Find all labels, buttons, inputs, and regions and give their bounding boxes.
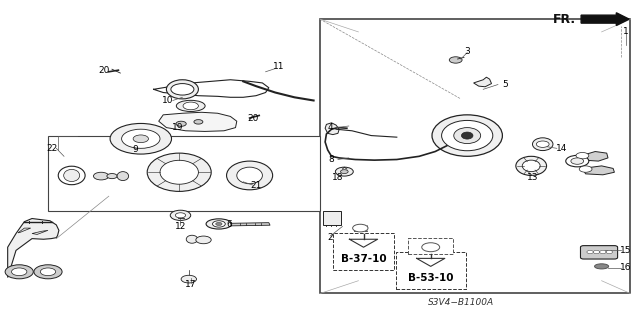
Text: 6: 6 (227, 220, 232, 229)
Circle shape (536, 141, 549, 147)
Circle shape (593, 250, 600, 254)
Polygon shape (159, 112, 237, 131)
Text: B-53-10: B-53-10 (408, 273, 454, 283)
Text: 20: 20 (248, 114, 259, 122)
Polygon shape (474, 77, 492, 87)
Polygon shape (325, 123, 339, 135)
Ellipse shape (595, 264, 609, 269)
Text: 16: 16 (620, 263, 632, 272)
Circle shape (576, 152, 589, 159)
Text: 17: 17 (185, 280, 196, 289)
Circle shape (34, 265, 62, 279)
Text: 10: 10 (162, 96, 173, 105)
Text: 18: 18 (332, 173, 344, 182)
Circle shape (353, 224, 368, 232)
Circle shape (579, 166, 592, 172)
Ellipse shape (454, 128, 481, 144)
Circle shape (181, 275, 196, 283)
Text: 5: 5 (503, 80, 508, 89)
Polygon shape (8, 219, 59, 278)
Text: 19: 19 (172, 123, 184, 132)
Circle shape (170, 210, 191, 220)
Text: 2: 2 (328, 233, 333, 242)
Circle shape (5, 265, 33, 279)
Circle shape (183, 102, 198, 110)
Text: 22: 22 (47, 144, 58, 153)
Circle shape (133, 135, 148, 143)
Ellipse shape (532, 138, 553, 151)
Polygon shape (32, 230, 48, 234)
Polygon shape (230, 223, 270, 226)
Ellipse shape (160, 160, 198, 184)
Ellipse shape (147, 153, 211, 191)
Text: S3V4−B1100A: S3V4−B1100A (428, 298, 494, 307)
Text: 3: 3 (465, 47, 470, 56)
Circle shape (340, 170, 348, 174)
Circle shape (335, 167, 353, 176)
Circle shape (194, 120, 203, 124)
Circle shape (449, 57, 462, 63)
Circle shape (171, 84, 194, 95)
Circle shape (12, 268, 27, 276)
Polygon shape (579, 152, 608, 161)
Text: 13: 13 (527, 173, 538, 182)
Ellipse shape (442, 121, 493, 151)
Text: 11: 11 (273, 63, 284, 71)
Circle shape (40, 268, 56, 276)
Ellipse shape (522, 160, 540, 172)
Polygon shape (582, 166, 614, 175)
Bar (323, 211, 341, 225)
Circle shape (571, 158, 584, 164)
Text: 9: 9 (133, 145, 138, 154)
FancyArrow shape (581, 13, 629, 26)
Text: 1: 1 (623, 27, 628, 36)
Bar (408, 238, 453, 254)
Ellipse shape (117, 172, 129, 181)
Ellipse shape (64, 169, 80, 182)
Text: FR.: FR. (553, 13, 576, 26)
Ellipse shape (516, 156, 547, 175)
Text: 12: 12 (175, 222, 186, 231)
FancyBboxPatch shape (580, 246, 618, 259)
Text: 20: 20 (98, 66, 109, 75)
Ellipse shape (58, 166, 85, 185)
Circle shape (176, 121, 186, 126)
Circle shape (107, 174, 117, 179)
Circle shape (93, 172, 109, 180)
Circle shape (587, 250, 593, 254)
Circle shape (566, 155, 589, 167)
Circle shape (110, 123, 172, 154)
Bar (396, 252, 466, 289)
Circle shape (600, 250, 606, 254)
Ellipse shape (186, 235, 198, 243)
Circle shape (216, 222, 222, 226)
Text: 14: 14 (556, 144, 568, 153)
Text: 4: 4 (328, 123, 333, 132)
Ellipse shape (461, 132, 473, 139)
Ellipse shape (206, 219, 232, 229)
Polygon shape (18, 228, 31, 233)
Circle shape (212, 221, 225, 227)
Ellipse shape (227, 161, 273, 190)
Ellipse shape (237, 167, 262, 184)
Text: 21: 21 (250, 181, 262, 189)
Bar (354, 225, 367, 231)
Bar (333, 233, 394, 270)
Text: 8: 8 (329, 155, 334, 164)
Ellipse shape (432, 115, 502, 156)
Circle shape (122, 129, 160, 148)
Text: 15: 15 (620, 246, 632, 255)
Circle shape (196, 236, 211, 244)
Bar (320, 19, 630, 293)
Text: B-37-10: B-37-10 (340, 254, 387, 264)
Bar (48, 136, 320, 211)
Ellipse shape (177, 100, 205, 112)
Ellipse shape (166, 80, 198, 99)
Circle shape (175, 213, 186, 218)
Circle shape (606, 250, 612, 254)
Circle shape (422, 243, 440, 252)
